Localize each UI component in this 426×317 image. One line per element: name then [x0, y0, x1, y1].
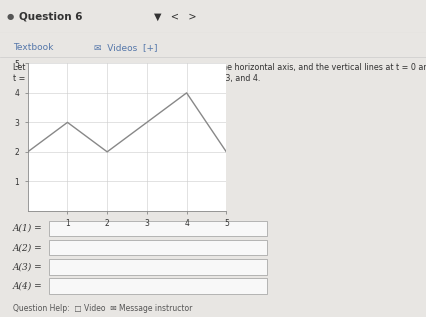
Text: ▼   <   >: ▼ < > [153, 12, 196, 22]
Text: A(4) =: A(4) = [13, 282, 42, 291]
Text: t = x for the graph below. Evaluate A(x) for x = 1, 2, 3, and 4.: t = x for the graph below. Evaluate A(x)… [13, 74, 259, 82]
Text: Question Help:  □ Video  ✉ Message instructor: Question Help: □ Video ✉ Message instruc… [13, 304, 192, 313]
FancyBboxPatch shape [49, 278, 266, 294]
Text: A(2) =: A(2) = [13, 243, 42, 252]
Text: ●: ● [6, 12, 14, 21]
FancyBboxPatch shape [49, 259, 266, 275]
Text: Textbook: Textbook [13, 43, 53, 52]
Text: A(1) =: A(1) = [13, 224, 42, 233]
Text: Let A(x) represent the area bounded by the graph, the horizontal axis, and the v: Let A(x) represent the area bounded by t… [13, 63, 426, 72]
Text: A(3) =: A(3) = [13, 262, 42, 271]
Text: Question 6: Question 6 [19, 12, 83, 22]
Text: ✉  Videos  [+]: ✉ Videos [+] [94, 43, 157, 52]
FancyBboxPatch shape [49, 221, 266, 236]
FancyBboxPatch shape [49, 240, 266, 256]
